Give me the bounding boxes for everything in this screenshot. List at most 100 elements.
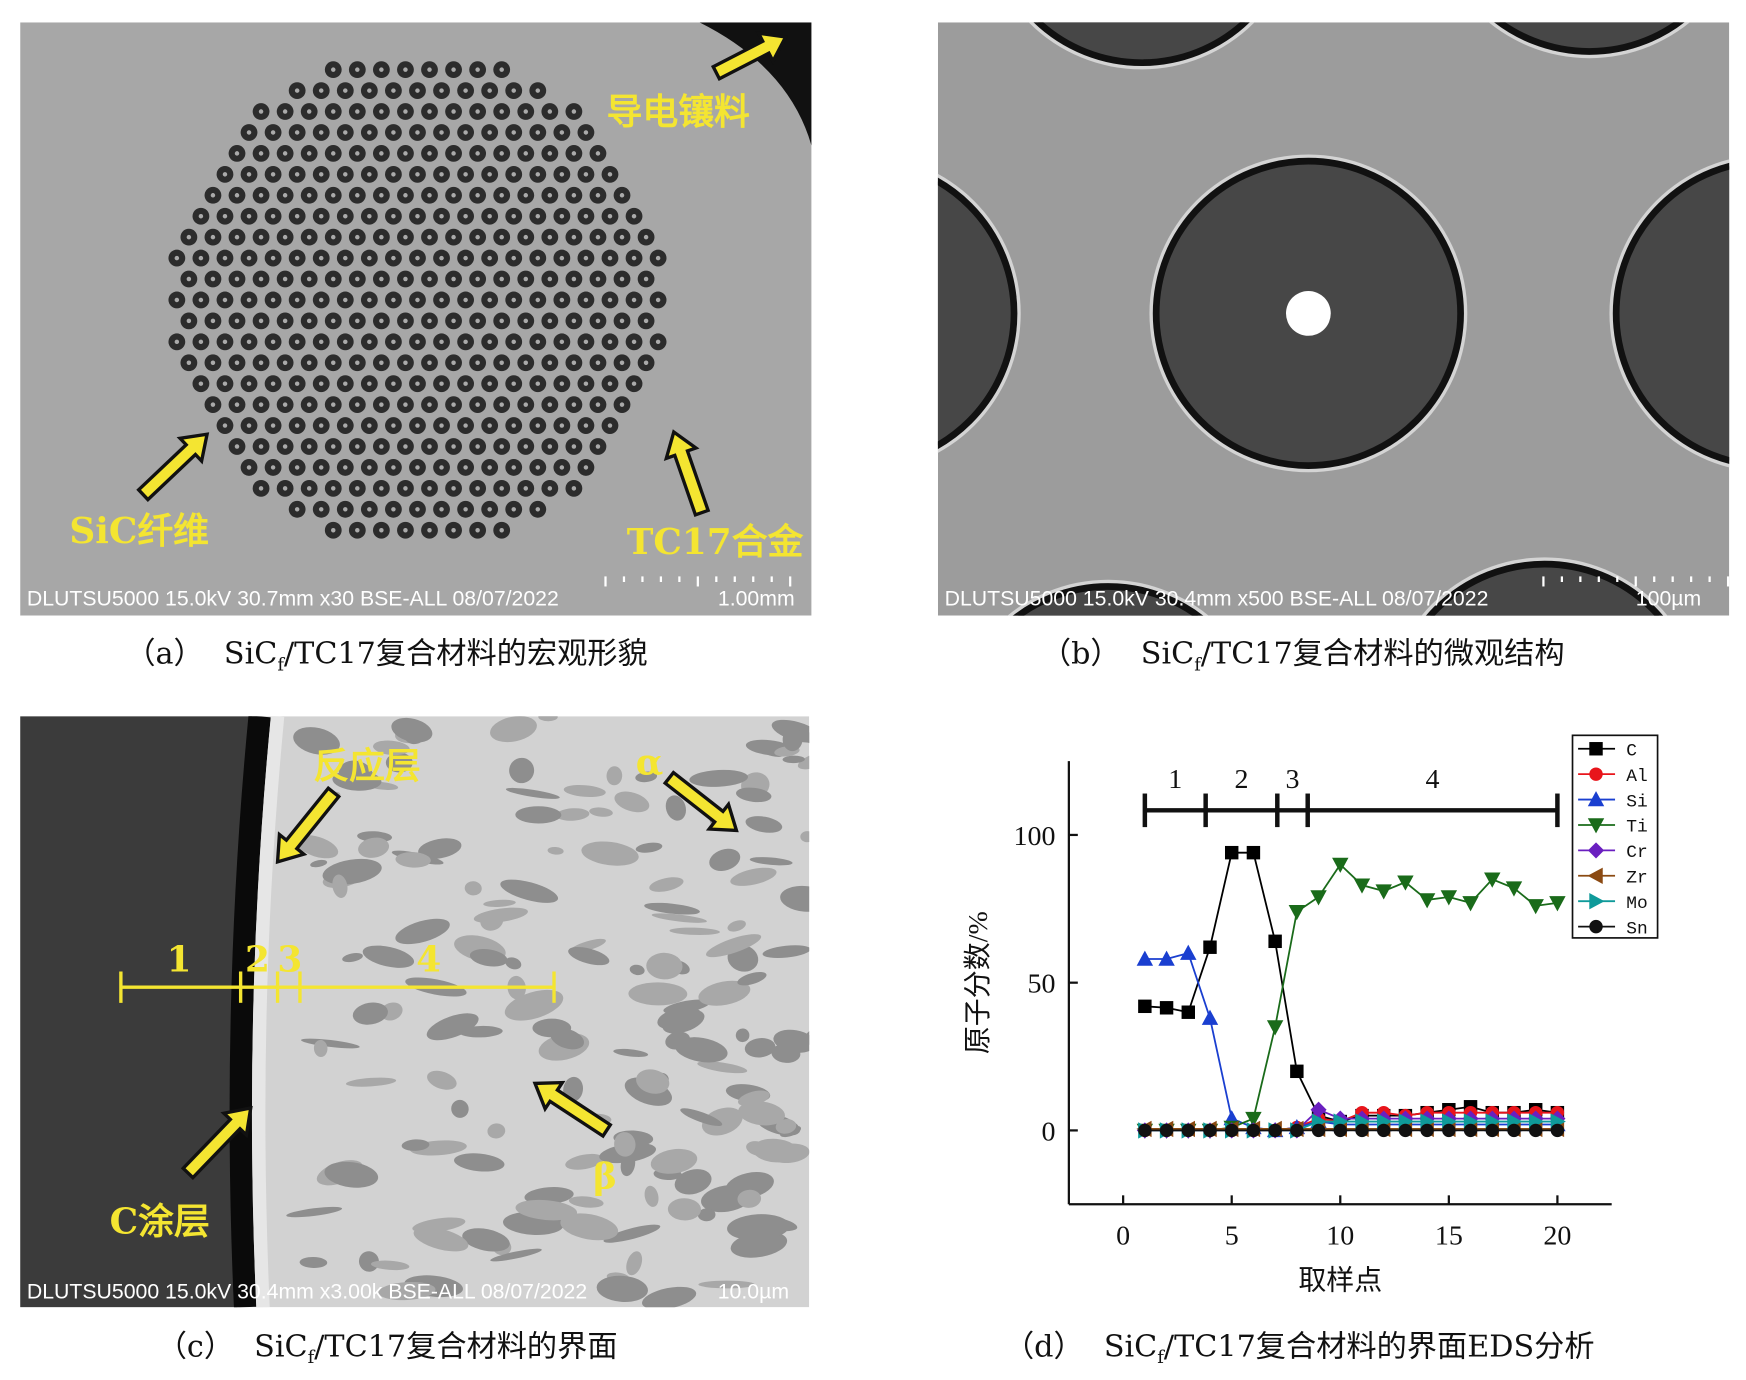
fiber-core [619,402,625,407]
phase [487,1123,506,1139]
fiber-core [571,193,577,198]
x-tick-label: 5 [1225,1221,1239,1252]
annotation: 2 [245,938,270,980]
fiber-core [571,234,577,240]
fiber-core [306,193,312,198]
fiber-core [571,276,577,282]
phase [689,769,748,787]
fiber-core [391,213,396,219]
fiber-core [547,486,553,491]
phase [635,842,663,853]
fiber-core [294,213,300,219]
data-point [1159,1123,1174,1138]
legend-label: Si [1626,792,1647,812]
fiber-core [643,360,649,365]
data-point [1442,1123,1456,1138]
phase [560,1213,619,1241]
fiber-core [258,193,264,198]
scale-tick [733,576,736,582]
fiber-core [559,255,565,261]
fiber-core [294,423,300,428]
legend-label: Zr [1626,869,1647,889]
fiber-core [270,423,276,428]
fiber-core [535,130,541,135]
fiber-core [595,402,601,407]
fiber-core [415,213,420,219]
fiber-core [246,465,252,470]
legend-marker [1589,892,1605,910]
data-point [1268,934,1282,949]
annotation: β [593,1156,617,1198]
region-label: 4 [1426,764,1440,795]
arrow [275,785,342,865]
fiber-core [547,193,553,198]
fiber-core [186,276,192,282]
fiber-core [523,486,528,491]
fiber-core [487,213,492,219]
fiber-core [210,193,216,198]
data-point [1180,944,1197,960]
fiber-core [607,213,613,219]
phase [651,913,707,923]
fiber-core [463,465,468,470]
phase [370,1260,410,1271]
legend-label: Sn [1626,919,1647,939]
caption-label: （a） [125,637,203,672]
data-point [1375,884,1392,900]
fiber-core [198,381,204,386]
fiber-core [198,339,204,345]
fiber-core [451,234,456,240]
carbon-coating [229,716,271,1308]
phase [358,837,390,858]
fiber-core [595,234,601,240]
fiber-core [318,423,324,428]
fiber-core [595,276,601,282]
fiber-core [234,193,240,198]
fiber-core [427,402,432,407]
fiber-core [367,172,372,177]
phase [301,1038,360,1049]
fiber-core [306,360,312,365]
fiber-core [391,297,396,303]
fiber [1494,22,1685,55]
data-point [1245,1111,1262,1128]
fiber-core [210,276,216,282]
fiber-core [439,297,444,303]
fiber-core [583,213,589,219]
fiber-core [343,213,348,219]
fiber-core [571,486,577,491]
fiber-core [511,297,516,303]
fiber-core [475,67,480,72]
fiber-core [415,172,420,177]
fiber-core [391,255,396,261]
fiber-core [318,381,324,386]
data-point [1397,875,1414,891]
annotation: 3 [277,938,302,980]
fiber-core [355,67,360,72]
caption-text: /TC17复合材料的界面EDS分析 [1164,1329,1595,1364]
fiber-core [559,423,565,428]
phase [404,726,426,745]
fiber-core [451,486,456,491]
fiber-core [403,486,408,491]
fiber-core [331,402,336,407]
phase [372,740,410,756]
fiber-core [607,381,613,386]
phase [706,934,762,958]
fiber-core [511,423,516,428]
fiber-core [451,109,456,114]
fiber-core [403,527,408,533]
fiber-core [463,381,468,386]
fiber-core [331,234,336,240]
data-point [1332,857,1349,873]
fiber-core [427,318,432,324]
data-point [1440,890,1458,906]
fiber-core [367,88,372,93]
fiber-core [355,360,360,365]
fiber-core [318,88,324,93]
fiber-core [403,402,408,407]
fiber-core [643,234,649,240]
scale-tick [1579,576,1582,582]
fiber-core [427,276,432,282]
fiber-core [355,444,360,449]
